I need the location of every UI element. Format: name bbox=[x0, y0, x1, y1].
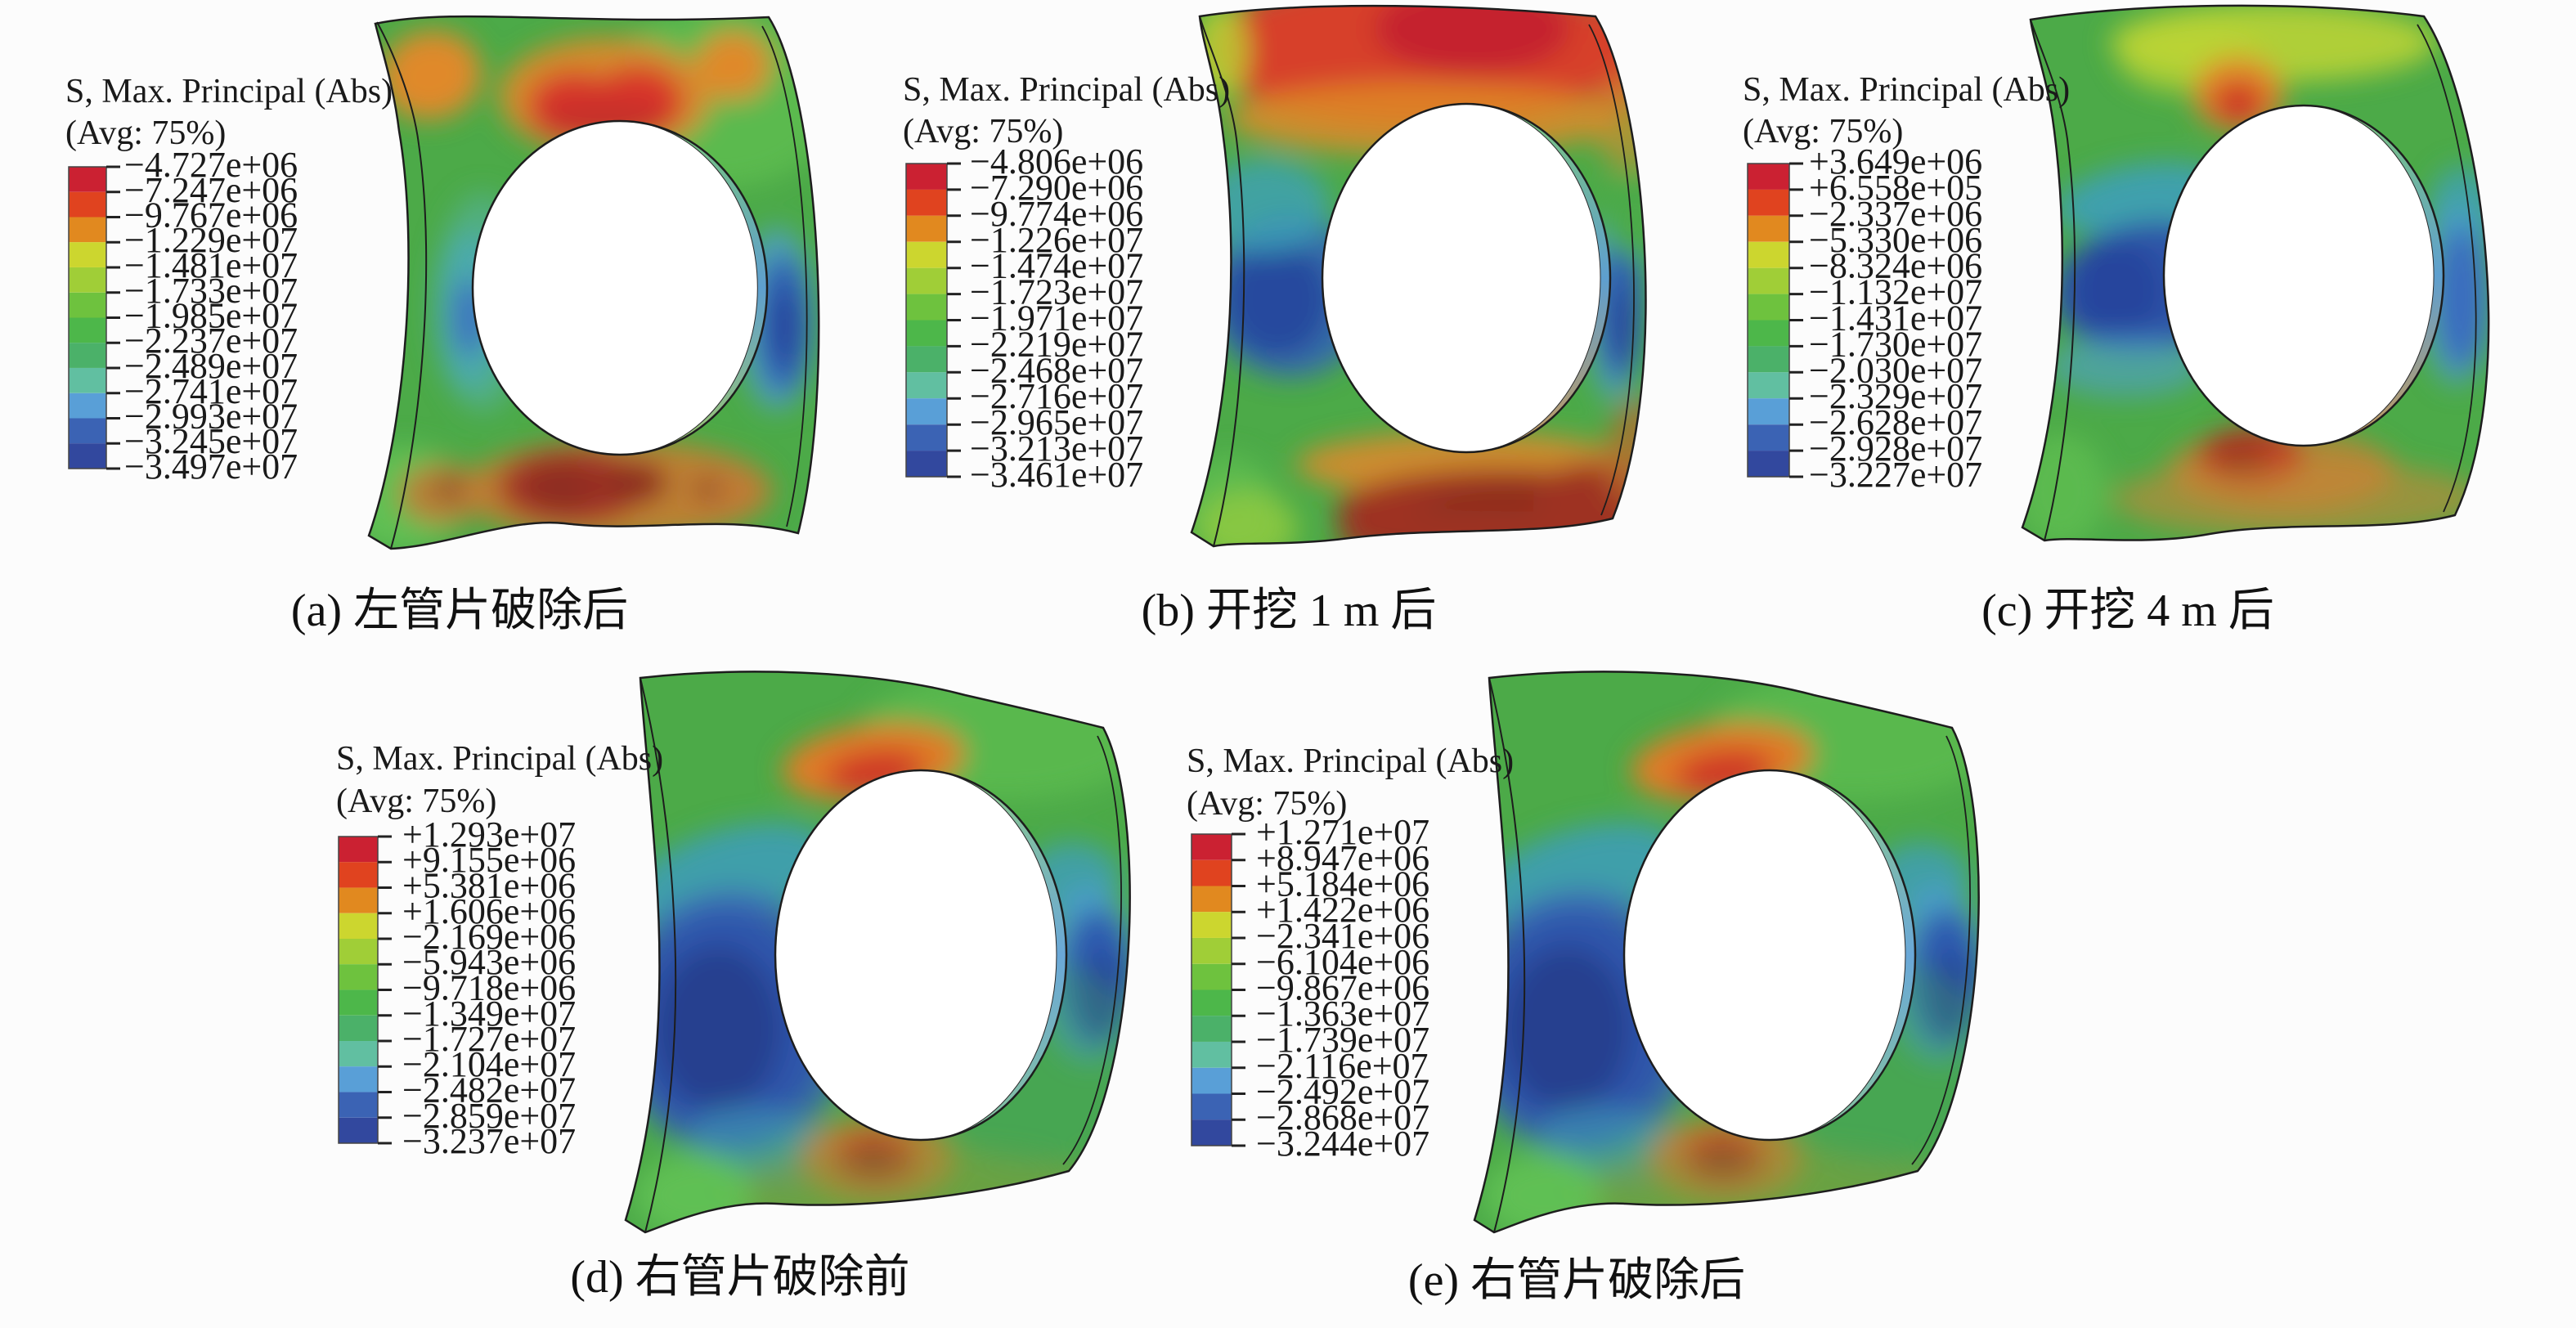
svg-text:−2.993e+07: −2.993e+07 bbox=[124, 397, 298, 437]
svg-text:−2.482e+07: −2.482e+07 bbox=[402, 1070, 576, 1110]
svg-text:−2.341e+06: −2.341e+06 bbox=[1256, 916, 1429, 956]
svg-text:−7.290e+06: −7.290e+06 bbox=[970, 168, 1143, 208]
svg-text:(Avg: 75%): (Avg: 75%) bbox=[65, 114, 226, 152]
svg-text:(c) 开挖 4 m 后: (c) 开挖 4 m 后 bbox=[1981, 585, 2274, 636]
svg-text:+5.184e+06: +5.184e+06 bbox=[1256, 864, 1429, 904]
svg-text:−3.245e+07: −3.245e+07 bbox=[124, 421, 298, 461]
svg-text:−2.628e+07: −2.628e+07 bbox=[1809, 402, 1982, 442]
svg-text:+1.422e+06: +1.422e+06 bbox=[1256, 890, 1429, 930]
svg-text:+6.558e+05: +6.558e+05 bbox=[1809, 168, 1982, 208]
svg-text:−1.349e+07: −1.349e+07 bbox=[402, 994, 576, 1034]
svg-text:−9.867e+06: −9.867e+06 bbox=[1256, 968, 1429, 1008]
svg-text:+3.649e+06: +3.649e+06 bbox=[1809, 141, 1982, 182]
svg-text:+1.293e+07: +1.293e+07 bbox=[402, 814, 576, 855]
svg-text:−3.213e+07: −3.213e+07 bbox=[970, 428, 1143, 469]
svg-text:−1.971e+07: −1.971e+07 bbox=[970, 298, 1143, 339]
svg-text:−1.723e+07: −1.723e+07 bbox=[970, 272, 1143, 312]
svg-text:−1.474e+07: −1.474e+07 bbox=[970, 246, 1143, 286]
svg-text:−1.730e+07: −1.730e+07 bbox=[1809, 324, 1982, 364]
svg-text:−2.237e+07: −2.237e+07 bbox=[124, 321, 298, 361]
svg-text:−1.985e+07: −1.985e+07 bbox=[124, 296, 298, 336]
svg-text:−2.030e+07: −2.030e+07 bbox=[1809, 350, 1982, 390]
svg-text:(b) 开挖 1 m 后: (b) 开挖 1 m 后 bbox=[1142, 585, 1437, 636]
svg-text:−2.928e+07: −2.928e+07 bbox=[1809, 428, 1982, 469]
svg-text:S, Max. Principal (Abs): S, Max. Principal (Abs) bbox=[65, 73, 393, 110]
svg-text:(Avg: 75%): (Avg: 75%) bbox=[903, 113, 1063, 150]
svg-text:−2.329e+07: −2.329e+07 bbox=[1809, 376, 1982, 416]
svg-text:−7.247e+06: −7.247e+06 bbox=[124, 170, 298, 210]
svg-text:−2.116e+07: −2.116e+07 bbox=[1256, 1046, 1429, 1086]
svg-text:−2.965e+07: −2.965e+07 bbox=[970, 402, 1143, 442]
svg-text:−2.868e+07: −2.868e+07 bbox=[1256, 1097, 1429, 1137]
svg-text:(d) 右管片破除前: (d) 右管片破除前 bbox=[570, 1252, 909, 1303]
svg-text:+1.606e+06: +1.606e+06 bbox=[402, 891, 576, 931]
svg-text:−3.461e+07: −3.461e+07 bbox=[970, 455, 1143, 495]
svg-text:S, Max. Principal (Abs): S, Max. Principal (Abs) bbox=[1743, 71, 2070, 109]
svg-text:−4.806e+06: −4.806e+06 bbox=[970, 141, 1143, 182]
svg-text:−2.489e+07: −2.489e+07 bbox=[124, 346, 298, 386]
svg-text:−3.244e+07: −3.244e+07 bbox=[1256, 1124, 1429, 1164]
svg-text:−3.237e+07: −3.237e+07 bbox=[402, 1121, 576, 1161]
svg-text:S, Max. Principal (Abs): S, Max. Principal (Abs) bbox=[336, 740, 663, 778]
svg-text:−1.733e+07: −1.733e+07 bbox=[124, 271, 298, 311]
svg-text:+9.155e+06: +9.155e+06 bbox=[402, 840, 576, 880]
svg-text:−2.492e+07: −2.492e+07 bbox=[1256, 1072, 1429, 1112]
svg-text:(Avg: 75%): (Avg: 75%) bbox=[1743, 113, 1903, 150]
svg-text:(e) 右管片破除后: (e) 右管片破除后 bbox=[1408, 1255, 1745, 1306]
svg-text:(Avg: 75%): (Avg: 75%) bbox=[336, 783, 496, 820]
svg-text:S, Max. Principal (Abs): S, Max. Principal (Abs) bbox=[1187, 743, 1514, 780]
svg-text:−8.324e+06: −8.324e+06 bbox=[1809, 246, 1982, 286]
svg-text:+8.947e+06: +8.947e+06 bbox=[1256, 838, 1429, 878]
svg-text:+5.381e+06: +5.381e+06 bbox=[402, 866, 576, 906]
svg-text:−9.718e+06: −9.718e+06 bbox=[402, 968, 576, 1008]
svg-text:−2.104e+07: −2.104e+07 bbox=[402, 1044, 576, 1084]
svg-text:−2.219e+07: −2.219e+07 bbox=[970, 324, 1143, 364]
svg-text:−9.767e+06: −9.767e+06 bbox=[124, 195, 298, 236]
svg-text:−3.497e+07: −3.497e+07 bbox=[124, 446, 298, 487]
svg-text:−2.859e+07: −2.859e+07 bbox=[402, 1096, 576, 1136]
svg-text:−1.229e+07: −1.229e+07 bbox=[124, 220, 298, 260]
svg-text:−9.774e+06: −9.774e+06 bbox=[970, 194, 1143, 234]
svg-text:−1.431e+07: −1.431e+07 bbox=[1809, 298, 1982, 339]
svg-text:−1.132e+07: −1.132e+07 bbox=[1809, 272, 1982, 312]
svg-text:−5.943e+06: −5.943e+06 bbox=[402, 942, 576, 982]
svg-text:−1.363e+07: −1.363e+07 bbox=[1256, 994, 1429, 1034]
svg-text:−1.226e+07: −1.226e+07 bbox=[970, 220, 1143, 260]
svg-text:−2.169e+06: −2.169e+06 bbox=[402, 917, 576, 957]
svg-text:−2.337e+06: −2.337e+06 bbox=[1809, 194, 1982, 234]
svg-text:−6.104e+06: −6.104e+06 bbox=[1256, 942, 1429, 982]
svg-text:−1.739e+07: −1.739e+07 bbox=[1256, 1020, 1429, 1060]
svg-text:S, Max. Principal (Abs): S, Max. Principal (Abs) bbox=[903, 71, 1230, 109]
svg-text:−2.741e+07: −2.741e+07 bbox=[124, 371, 298, 411]
svg-text:−5.330e+06: −5.330e+06 bbox=[1809, 220, 1982, 260]
svg-text:−2.468e+07: −2.468e+07 bbox=[970, 350, 1143, 390]
svg-text:−1.727e+07: −1.727e+07 bbox=[402, 1019, 576, 1059]
svg-text:−3.227e+07: −3.227e+07 bbox=[1809, 455, 1982, 495]
svg-text:(Avg: 75%): (Avg: 75%) bbox=[1187, 785, 1347, 823]
svg-text:−4.727e+06: −4.727e+06 bbox=[124, 145, 298, 185]
svg-text:(a) 左管片破除后: (a) 左管片破除后 bbox=[291, 585, 628, 636]
svg-text:+1.271e+07: +1.271e+07 bbox=[1256, 812, 1429, 852]
svg-text:−1.481e+07: −1.481e+07 bbox=[124, 245, 298, 285]
svg-text:−2.716e+07: −2.716e+07 bbox=[970, 376, 1143, 416]
